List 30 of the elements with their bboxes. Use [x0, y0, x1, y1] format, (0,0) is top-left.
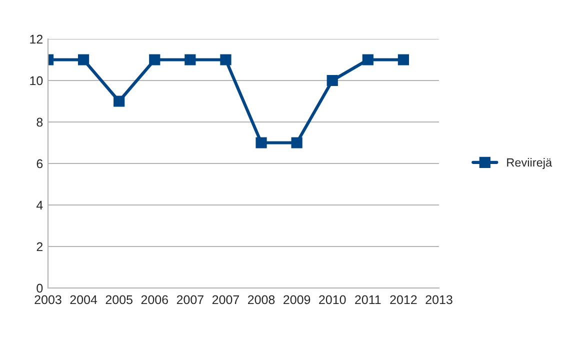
legend-label: Reviirejä — [507, 158, 552, 169]
x-tick-label: 2003 — [34, 295, 62, 304]
x-tick-label: 2004 — [70, 295, 98, 304]
x-tick-label: 2005 — [106, 295, 132, 304]
y-tick-label: 4 — [36, 200, 43, 210]
x-tick-label: 2007 — [176, 295, 204, 304]
y-tick-label: 12 — [30, 34, 43, 44]
y-tick-label: 6 — [36, 159, 43, 168]
x-tick-label: 2007 — [212, 295, 240, 304]
x-tick-label: 2009 — [284, 295, 310, 304]
y-tick-label: 0 — [36, 284, 43, 293]
point — [256, 137, 267, 148]
x-tick-label: 2010 — [319, 295, 346, 304]
x-tick-label: 2008 — [248, 295, 275, 304]
y-tick-label: 8 — [36, 118, 43, 127]
y-tick-label: 10 — [30, 76, 43, 86]
point — [326, 74, 338, 86]
point — [398, 54, 410, 66]
point — [220, 54, 232, 66]
point — [362, 54, 374, 66]
x-tick-label: 2011 — [355, 295, 381, 304]
point — [114, 96, 125, 107]
point — [149, 54, 160, 66]
point — [184, 54, 196, 66]
x-tick-label: 2012 — [390, 295, 417, 304]
x-tick-label: 2013 — [426, 295, 452, 304]
point — [291, 137, 302, 148]
y-tick-label: 2 — [36, 242, 43, 252]
point — [78, 54, 90, 66]
x-tick-label: 2006 — [141, 295, 168, 304]
